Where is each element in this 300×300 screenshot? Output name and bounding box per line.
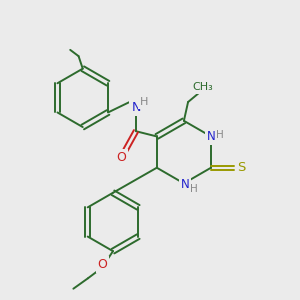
Text: O: O: [116, 151, 126, 164]
Text: N: N: [181, 178, 189, 191]
Text: N: N: [207, 130, 215, 143]
Text: N: N: [131, 101, 141, 114]
Text: H: H: [190, 184, 198, 194]
Text: O: O: [98, 258, 107, 271]
Text: CH₃: CH₃: [192, 82, 213, 92]
Text: H: H: [217, 130, 224, 140]
Text: H: H: [140, 97, 148, 107]
Text: S: S: [237, 161, 245, 174]
